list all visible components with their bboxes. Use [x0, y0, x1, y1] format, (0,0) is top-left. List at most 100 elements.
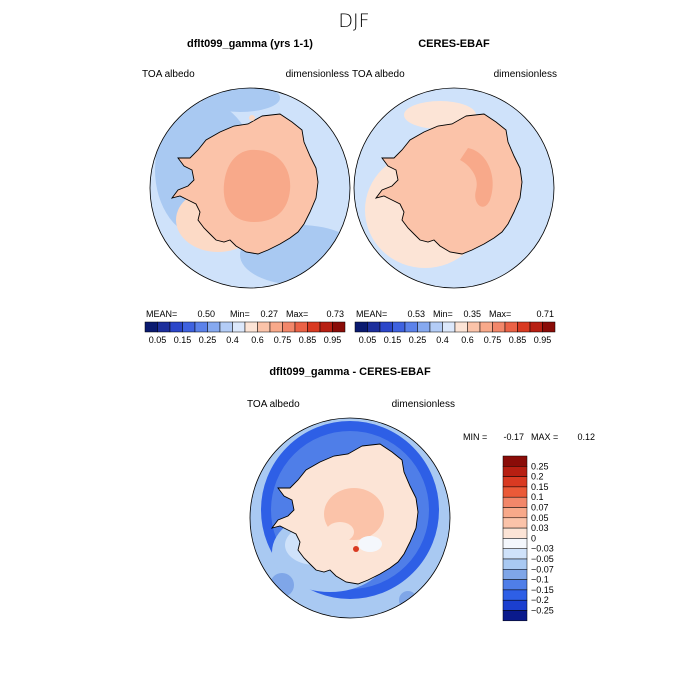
panel-obs-colorbar-tick: 0.95 — [534, 335, 552, 345]
panel-diff-colorbar-tick: −0.05 — [531, 554, 554, 564]
figure-title: DJF — [338, 10, 369, 32]
panel-diff-colorbar-swatch — [502, 496, 528, 508]
panel-model-colorbar-swatch — [257, 321, 271, 333]
panel-model-colorbar-swatch — [219, 321, 233, 333]
high-albedo-ridge — [460, 148, 493, 207]
panel-obs-colorbar-tick: 0.25 — [409, 335, 427, 345]
panel-model-colorbar-swatch — [157, 321, 171, 333]
panel-obs-colorbar-swatch — [367, 321, 381, 333]
panel-obs-max: 0.71 — [536, 309, 554, 319]
panel-diff-colorbar-swatch — [502, 579, 528, 591]
panel-obs-colorbar-swatch — [379, 321, 393, 333]
panel-model-colorbar-swatch — [307, 321, 321, 333]
panel-model-max-label: Max= — [286, 309, 308, 319]
panel-diff-colorbar-swatch — [502, 507, 528, 519]
panel-diff-colorbar-tick: 0.2 — [531, 472, 544, 482]
panel-diff-min: -0.17 — [503, 432, 524, 442]
panel-model-title: dflt099_gamma (yrs 1-1) — [187, 38, 313, 50]
panel-model-mean-label: MEAN= — [146, 309, 177, 319]
panel-model-colorbar: 0.05 0.15 0.25 0.4 0.6 0.75 0.85 0.95 — [144, 321, 346, 345]
panel-model-colorbar-tick: 0.85 — [299, 335, 317, 345]
panel-obs-colorbar-tick: 0.75 — [484, 335, 502, 345]
panel-diff-colorbar-swatch — [502, 589, 528, 601]
panel-model-colorbar-swatch — [207, 321, 221, 333]
panel-diff-colorbar-tick: 0.1 — [531, 492, 544, 502]
panel-diff: dflt099_gamma - CERES-EBAF TOA albedo di… — [247, 366, 595, 622]
panel-obs-colorbar-tick: 0.85 — [509, 335, 527, 345]
panel-model-colorbar-swatch — [269, 321, 283, 333]
panel-model-colorbar-tick: 0.6 — [251, 335, 264, 345]
panel-model-colorbar-swatch — [144, 321, 158, 333]
panel-obs-colorbar-tick: 0.15 — [384, 335, 402, 345]
panel-model-map-border — [149, 87, 351, 289]
positive-hotspot — [353, 546, 359, 552]
panel-diff-max-label: MAX = — [531, 432, 558, 442]
panel-obs-max-label: Max= — [489, 309, 511, 319]
panel-model-units: dimensionless — [286, 69, 349, 80]
panel-diff-colorbar-swatch — [502, 455, 528, 467]
panel-obs-map — [354, 88, 554, 288]
panel-diff-colorbar-tick: −0.25 — [531, 606, 554, 616]
panel-model-colorbar-swatch — [194, 321, 208, 333]
panel-diff-colorbar-tick: −0.03 — [531, 544, 554, 554]
panel-diff-map-border — [249, 417, 451, 619]
negative-ring-core — [261, 421, 439, 599]
panel-diff-colorbar-swatch — [502, 558, 528, 570]
panel-obs: CERES-EBAF TOA albedo dimensionless MEAN… — [352, 38, 557, 345]
panel-model-min-label: Min= — [230, 309, 250, 319]
panel-diff-colorbar-tick: −0.2 — [531, 595, 549, 605]
panel-diff-colorbar-swatch — [502, 569, 528, 580]
panel-obs-stats: MEAN= 0.53 Min= 0.35 Max= 0.71 — [356, 309, 554, 319]
panel-obs-units: dimensionless — [494, 69, 557, 80]
panel-obs-colorbar-swatch — [492, 321, 506, 333]
panel-model-map — [150, 88, 350, 288]
panel-diff-colorbar: 0.250.20.150.10.070.050.030−0.03−0.05−0.… — [502, 455, 554, 622]
panel-model-colorbar-swatch — [232, 321, 246, 333]
panel-obs-colorbar-tick: 0.05 — [359, 335, 377, 345]
panel-obs-colorbar-swatch — [454, 321, 468, 333]
panel-model-colorbar-tick: 0.95 — [324, 335, 342, 345]
panel-model-colorbar-swatch — [332, 321, 346, 333]
panel-diff-colorbar-swatch — [502, 466, 528, 477]
panel-model-colorbar-tick: 0.05 — [149, 335, 167, 345]
panel-obs-colorbar-swatch — [417, 321, 431, 333]
panel-model-colorbar-tick: 0.25 — [199, 335, 217, 345]
panel-model-colorbar-swatch — [182, 321, 196, 333]
panel-obs-mean: 0.53 — [407, 309, 425, 319]
panel-obs-colorbar-tick: 0.4 — [436, 335, 449, 345]
panel-diff-colorbar-swatch — [502, 527, 528, 539]
panel-diff-units: dimensionless — [392, 399, 455, 410]
panel-model-colorbar-tick: 0.4 — [226, 335, 239, 345]
panel-diff-title: dflt099_gamma - CERES-EBAF — [269, 366, 431, 378]
panel-diff-colorbar-swatch — [502, 610, 528, 622]
panel-diff-colorbar-tick: −0.07 — [531, 564, 554, 574]
panel-obs-min-label: Min= — [433, 309, 453, 319]
panel-model-variable: TOA albedo — [142, 69, 195, 80]
panel-diff-min-label: MIN = — [463, 432, 487, 442]
panel-model: dflt099_gamma (yrs 1-1) TOA albedo dimen… — [142, 38, 351, 345]
panel-diff-colorbar-swatch — [502, 599, 528, 611]
panel-model-stats: MEAN= 0.50 Min= 0.27 Max= 0.73 — [146, 309, 344, 319]
panel-diff-variable: TOA albedo — [247, 399, 300, 410]
panel-diff-colorbar-swatch — [502, 517, 528, 529]
panel-obs-colorbar-swatch — [504, 321, 518, 333]
panel-model-colorbar-swatch — [169, 321, 183, 333]
panel-diff-colorbar-swatch — [502, 548, 528, 560]
panel-model-colorbar-swatch — [244, 321, 258, 333]
panel-model-max: 0.73 — [326, 309, 344, 319]
panel-diff-colorbar-tick: 0.25 — [531, 461, 549, 471]
panel-diff-map — [250, 418, 450, 618]
panel-obs-colorbar-swatch — [479, 321, 493, 333]
panel-obs-colorbar-swatch — [467, 321, 481, 333]
panel-diff-colorbar-swatch — [502, 486, 528, 498]
panel-diff-colorbar-tick: −0.15 — [531, 585, 554, 595]
panel-model-mean: 0.50 — [197, 309, 215, 319]
high-albedo-interior — [223, 149, 291, 223]
panel-obs-min: 0.35 — [463, 309, 481, 319]
panel-diff-colorbar-swatch — [502, 538, 528, 549]
panel-diff-stats: MIN = -0.17 MAX = 0.12 — [463, 432, 595, 442]
panel-obs-colorbar-swatch — [442, 321, 456, 333]
panel-obs-variable: TOA albedo — [352, 69, 405, 80]
panel-obs-colorbar-swatch — [517, 321, 531, 333]
